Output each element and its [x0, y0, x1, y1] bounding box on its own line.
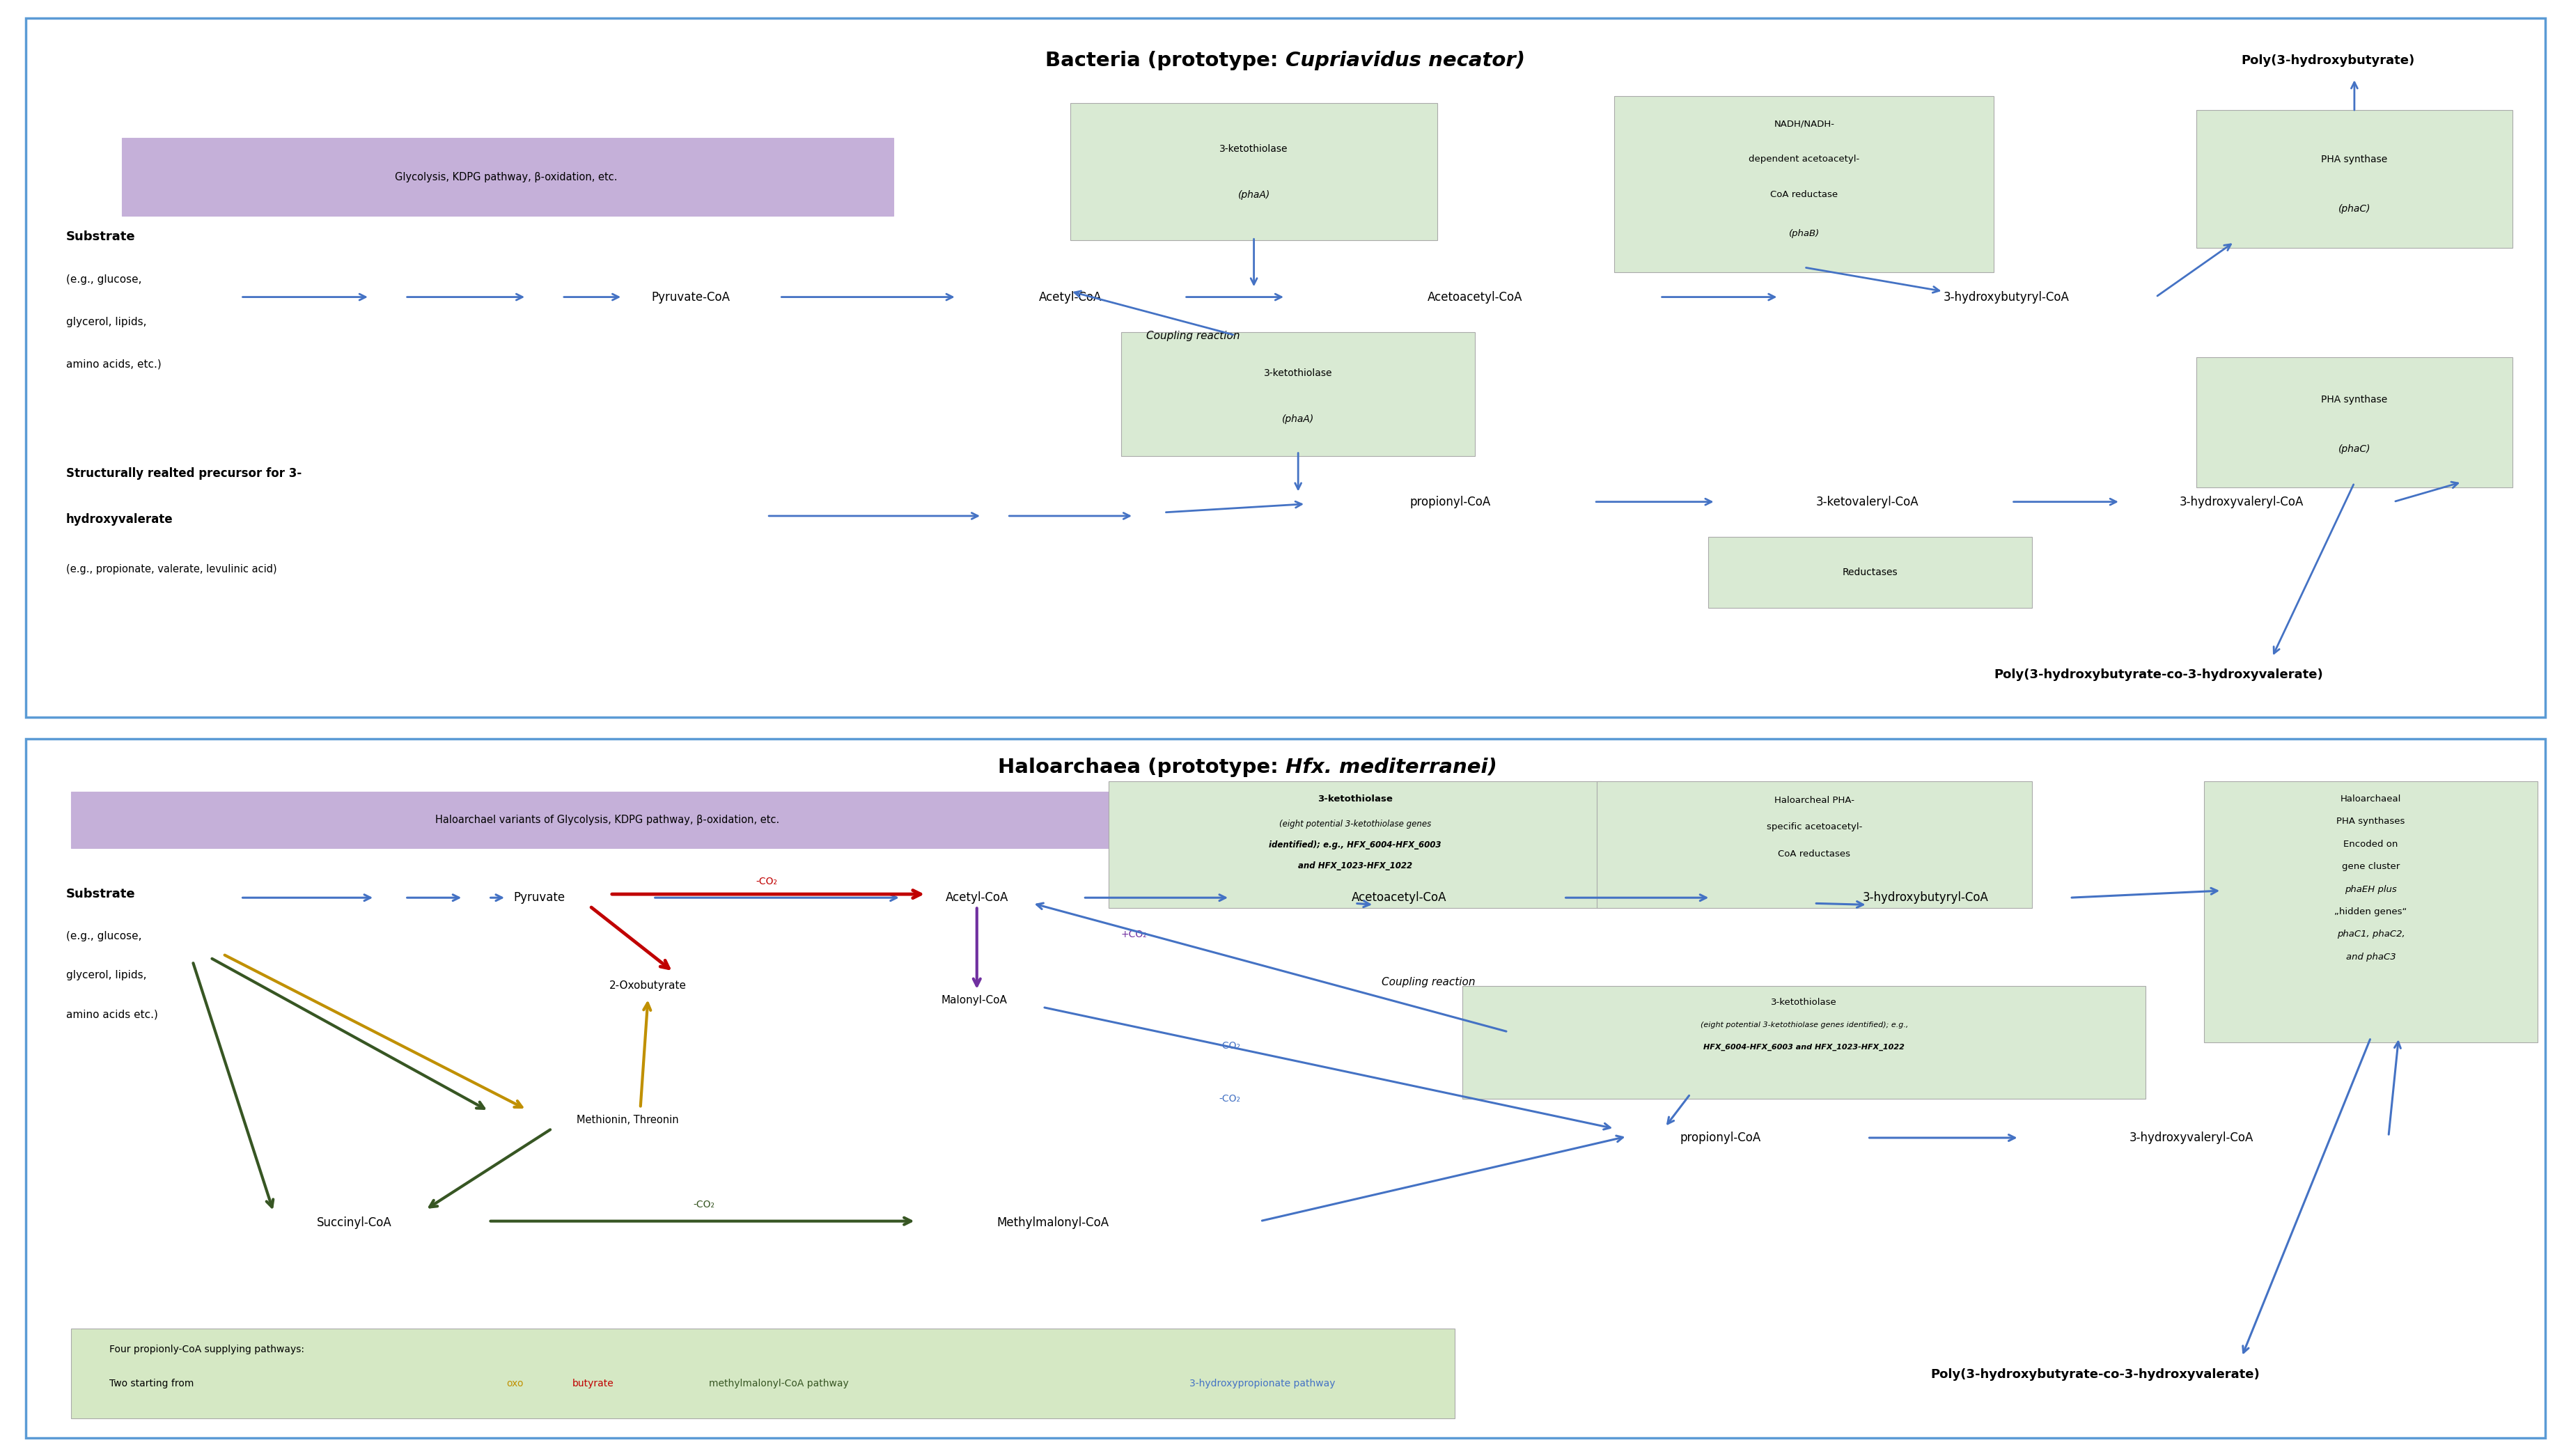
Text: Haloarchaeal: Haloarchaeal	[2340, 795, 2401, 804]
Text: (phaA): (phaA)	[1237, 189, 1270, 199]
Text: Substrate: Substrate	[67, 888, 136, 900]
Text: 3-hydroxyvaleryl-CoA: 3-hydroxyvaleryl-CoA	[2180, 495, 2304, 508]
Text: Haloarchael variants of Glycolysis, KDPG pathway, β-oxidation, etc.: Haloarchael variants of Glycolysis, KDPG…	[434, 815, 779, 826]
Text: Methionin, Threonin: Methionin, Threonin	[576, 1115, 679, 1125]
FancyBboxPatch shape	[72, 792, 1147, 849]
Text: 3-hydroxypropionate pathway: 3-hydroxypropionate pathway	[1190, 1379, 1334, 1389]
Text: 3-ketothiolase: 3-ketothiolase	[1219, 144, 1288, 153]
Text: amino acids etc.): amino acids etc.)	[67, 1009, 157, 1019]
Text: Haloarchaea (prototype:: Haloarchaea (prototype:	[998, 757, 1286, 778]
Text: -CO₂: -CO₂	[692, 1200, 715, 1210]
Text: 3-hydroxybutyryl-CoA: 3-hydroxybutyryl-CoA	[1944, 291, 2070, 303]
Text: (e.g., propionate, valerate, levulinic acid): (e.g., propionate, valerate, levulinic a…	[67, 563, 278, 574]
Text: gene cluster: gene cluster	[2342, 862, 2399, 871]
Text: „hidden genes“: „hidden genes“	[2334, 907, 2406, 916]
FancyBboxPatch shape	[121, 138, 892, 215]
Text: Bacteria (prototype:: Bacteria (prototype:	[1046, 51, 1286, 70]
Text: -CO₂: -CO₂	[1219, 1093, 1242, 1104]
FancyBboxPatch shape	[1707, 537, 2031, 607]
Text: 3-ketothiolase: 3-ketothiolase	[1316, 795, 1393, 804]
FancyBboxPatch shape	[2196, 109, 2512, 248]
Text: PHA synthase: PHA synthase	[2322, 395, 2388, 405]
Text: oxo: oxo	[506, 1379, 524, 1389]
Text: 3-ketovaleryl-CoA: 3-ketovaleryl-CoA	[1815, 495, 1918, 508]
Text: PHA synthase: PHA synthase	[2322, 154, 2388, 165]
FancyBboxPatch shape	[2196, 357, 2512, 488]
Text: -CO₂: -CO₂	[1219, 1041, 1242, 1051]
Text: 3-ketothiolase: 3-ketothiolase	[1265, 368, 1332, 379]
Text: HFX_6004-HFX_6003 and HFX_1023-HFX_1022: HFX_6004-HFX_6003 and HFX_1023-HFX_1022	[1705, 1044, 1905, 1051]
Text: (phaB): (phaB)	[1789, 229, 1820, 237]
FancyBboxPatch shape	[72, 1328, 1455, 1418]
Text: Pyruvate-CoA: Pyruvate-CoA	[650, 291, 730, 303]
FancyBboxPatch shape	[1121, 332, 1476, 456]
Text: Acetoacetyl-CoA: Acetoacetyl-CoA	[1427, 291, 1522, 303]
Text: 3-hydroxyvaleryl-CoA: 3-hydroxyvaleryl-CoA	[2129, 1131, 2252, 1144]
Text: (eight potential 3-ketothiolase genes: (eight potential 3-ketothiolase genes	[1280, 820, 1432, 828]
Text: dependent acetoacetyl-: dependent acetoacetyl-	[1748, 154, 1859, 165]
Text: methylmalonyl-CoA pathway: methylmalonyl-CoA pathway	[710, 1379, 848, 1389]
Text: (e.g., glucose,: (e.g., glucose,	[67, 274, 141, 284]
FancyBboxPatch shape	[2203, 782, 2538, 1042]
Text: and phaC3: and phaC3	[2345, 952, 2396, 961]
Text: Coupling reaction: Coupling reaction	[1147, 331, 1239, 341]
Text: Two starting from: Two starting from	[108, 1379, 198, 1389]
Text: phaEH plus: phaEH plus	[2345, 885, 2396, 894]
Text: specific acetoacetyl-: specific acetoacetyl-	[1766, 823, 1861, 831]
Text: 3-ketothiolase: 3-ketothiolase	[1771, 997, 1838, 1006]
Text: Methylmalonyl-CoA: Methylmalonyl-CoA	[998, 1216, 1108, 1229]
Text: -CO₂: -CO₂	[756, 877, 776, 887]
Text: propionyl-CoA: propionyl-CoA	[1409, 495, 1491, 508]
FancyBboxPatch shape	[1463, 986, 2147, 1099]
FancyBboxPatch shape	[1070, 103, 1437, 240]
Text: Acetyl-CoA: Acetyl-CoA	[946, 891, 1008, 904]
Text: Four propionly-CoA supplying pathways:: Four propionly-CoA supplying pathways:	[108, 1345, 303, 1354]
FancyBboxPatch shape	[1597, 782, 2031, 909]
Text: Acetoacetyl-CoA: Acetoacetyl-CoA	[1352, 891, 1447, 904]
Text: Cupriavidus necator): Cupriavidus necator)	[1286, 51, 1525, 70]
Text: Acetyl-CoA: Acetyl-CoA	[1039, 291, 1103, 303]
Text: Coupling reaction: Coupling reaction	[1381, 977, 1476, 987]
Text: CoA reductase: CoA reductase	[1771, 191, 1838, 199]
Text: Reductases: Reductases	[1843, 568, 1897, 577]
Text: amino acids, etc.): amino acids, etc.)	[67, 358, 162, 370]
Text: butyrate: butyrate	[573, 1379, 614, 1389]
Text: Succinyl-CoA: Succinyl-CoA	[316, 1216, 391, 1229]
Text: 3-hydroxybutyryl-CoA: 3-hydroxybutyryl-CoA	[1861, 891, 1987, 904]
Text: NADH/NADH-: NADH/NADH-	[1774, 119, 1836, 128]
Text: (e.g., glucose,: (e.g., glucose,	[67, 932, 141, 942]
Text: Hfx. mediterranei): Hfx. mediterranei)	[1286, 757, 1496, 778]
Text: Haloarcheal PHA-: Haloarcheal PHA-	[1774, 796, 1854, 805]
Text: and HFX_1023-HFX_1022: and HFX_1023-HFX_1022	[1298, 862, 1411, 871]
Text: 2-Oxobutyrate: 2-Oxobutyrate	[609, 981, 686, 992]
Text: +CO₂: +CO₂	[1121, 929, 1147, 939]
Text: (phaA): (phaA)	[1283, 415, 1314, 424]
Text: Poly(3-hydroxybutyrate): Poly(3-hydroxybutyrate)	[2242, 54, 2414, 67]
Text: Substrate: Substrate	[67, 230, 136, 243]
Text: glycerol, lipids,: glycerol, lipids,	[67, 970, 147, 980]
Text: hydroxyvalerate: hydroxyvalerate	[67, 513, 172, 526]
Text: (eight potential 3-ketothiolase genes identified); e.g.,: (eight potential 3-ketothiolase genes id…	[1699, 1021, 1908, 1028]
Text: Glycolysis, KDPG pathway, β-oxidation, etc.: Glycolysis, KDPG pathway, β-oxidation, e…	[396, 172, 617, 182]
Text: PHA synthases: PHA synthases	[2337, 817, 2404, 826]
FancyBboxPatch shape	[1108, 782, 1602, 909]
Text: Structurally realted precursor for 3-: Structurally realted precursor for 3-	[67, 467, 301, 480]
Text: identified); e.g., HFX_6004-HFX_6003: identified); e.g., HFX_6004-HFX_6003	[1270, 840, 1442, 849]
Text: propionyl-CoA: propionyl-CoA	[1681, 1131, 1761, 1144]
Text: phaC1, phaC2,: phaC1, phaC2,	[2337, 930, 2404, 939]
FancyBboxPatch shape	[1615, 96, 1995, 272]
Text: Poly(3-hydroxybutyrate-co-3-hydroxyvalerate): Poly(3-hydroxybutyrate-co-3-hydroxyvaler…	[1993, 668, 2324, 681]
Text: (phaC): (phaC)	[2337, 444, 2370, 454]
Text: Malonyl-CoA: Malonyl-CoA	[941, 994, 1008, 1005]
Text: glycerol, lipids,: glycerol, lipids,	[67, 316, 147, 328]
Text: Encoded on: Encoded on	[2345, 840, 2399, 849]
Text: Pyruvate: Pyruvate	[514, 891, 566, 904]
Text: (phaC): (phaC)	[2337, 204, 2370, 214]
Text: Poly(3-hydroxybutyrate-co-3-hydroxyvalerate): Poly(3-hydroxybutyrate-co-3-hydroxyvaler…	[1931, 1369, 2260, 1380]
Text: CoA reductases: CoA reductases	[1779, 849, 1851, 859]
